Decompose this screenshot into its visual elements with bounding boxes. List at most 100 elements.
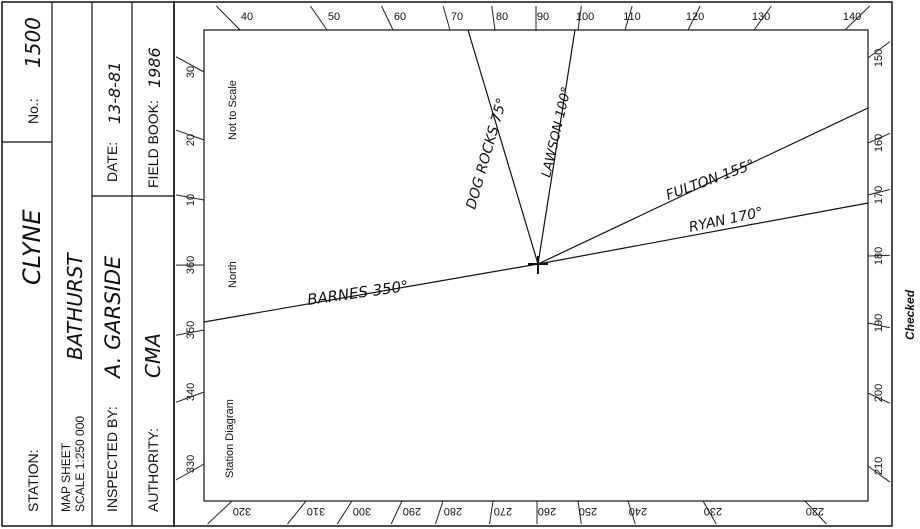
scale-label-left: 20 [185, 134, 197, 146]
scale-tick [215, 5, 241, 31]
scale-tick [867, 465, 891, 483]
field-book-value: 1986 [145, 47, 164, 88]
scale-label-top: 110 [623, 11, 641, 23]
scale-tick [309, 5, 328, 31]
scale-labels: 40 50 60 70 80 90 100 110 120 130 140 320 310 300 290 2… [185, 11, 885, 517]
scale-label-top: 90 [537, 11, 549, 23]
map-sheet-value: BATHURST [63, 252, 87, 360]
header-table: STATION: CLYNE No.: 1500 MAP SHEET SCALE… [1, 1, 175, 527]
ray-label: DOG ROCKS 75° [463, 96, 510, 211]
scale-label-bottom: 310 [307, 505, 325, 517]
date-label: DATE: [104, 142, 120, 182]
scale-label-bottom: 250 [579, 505, 597, 517]
inspected-value: A. GARSIDE [101, 255, 125, 380]
scale-label-bottom: 290 [403, 505, 421, 517]
ray-line [537, 107, 869, 265]
scale-label-left: 30 [185, 66, 197, 78]
scale-label-top: 50 [328, 11, 340, 23]
station-label: STATION: [25, 450, 41, 512]
scale-tick [577, 5, 582, 31]
scale-label-bottom: 260 [538, 505, 556, 517]
scale-label-right: 150 [873, 49, 885, 67]
scale-label-left: 350 [185, 321, 197, 339]
scale-label-left: 10 [185, 194, 197, 206]
scale-tick [491, 5, 496, 31]
outer-scale-frame [173, 1, 893, 527]
scale-label-right: 170 [873, 186, 885, 204]
scale-tick [753, 5, 772, 31]
scale-tick [488, 500, 494, 525]
station-diagram: 40 50 60 70 80 90 100 110 120 130 140 320 310 300 290 2… [173, 1, 893, 527]
number-label: No.: [25, 98, 41, 124]
scale-tick [175, 194, 205, 201]
scale-label-left: 330 [185, 455, 197, 473]
inner-diagram-frame [203, 29, 869, 502]
scale-ticks [175, 5, 891, 525]
ray-label: RYAN 170° [688, 205, 765, 236]
ray-label: LAWSON 100° [539, 85, 574, 178]
scale-label-top: 130 [752, 11, 770, 23]
scale-tick [867, 392, 891, 404]
ray-line [537, 29, 576, 265]
scale-tick [867, 188, 891, 196]
scale-tick [442, 5, 451, 31]
number-value: 1500 [21, 17, 45, 68]
scale-label-top: 120 [686, 11, 704, 23]
scale-label-bottom: 280 [444, 505, 462, 517]
scale-tick [175, 56, 205, 73]
checked-label: Checked [903, 289, 917, 340]
scale-tick [287, 500, 307, 525]
scale-tick [336, 500, 353, 525]
scale-label-right: 180 [873, 247, 885, 265]
scale-tick [207, 500, 233, 525]
scale-tick [844, 5, 871, 31]
scale-label-bottom: 230 [704, 505, 722, 517]
ray-label: FULTON 155° [664, 157, 757, 204]
authority-value: CMA [141, 333, 165, 378]
not-to-scale-note: Not to Scale [227, 80, 239, 140]
scale-tick [867, 322, 891, 329]
map-sheet-label: MAP SHEET [59, 442, 73, 512]
scale-tick [624, 5, 633, 31]
scale-label-top: 40 [241, 11, 253, 23]
ray-line [467, 29, 539, 265]
scale-label-top: 60 [394, 11, 406, 23]
scale-label-bottom: 320 [233, 505, 251, 517]
scale-label-bottom: 240 [629, 505, 647, 517]
scale-label-bottom: 300 [353, 505, 371, 517]
scale-tick [804, 500, 827, 525]
scale-label-top: 140 [843, 11, 861, 23]
station-mark [528, 256, 548, 274]
scale-label-right: 190 [873, 314, 885, 332]
scale-tick [627, 500, 636, 525]
scale-tick [867, 254, 891, 257]
ray-line [537, 202, 869, 265]
scale-tick [867, 132, 891, 144]
scale-label-top: 100 [576, 11, 594, 23]
scale-label-right: 160 [873, 134, 885, 152]
scale-label-top: 70 [451, 11, 463, 23]
scale-tick [435, 500, 444, 525]
scale-tick [175, 329, 205, 336]
inspected-label: INSPECTED BY: [104, 406, 120, 512]
scale-tick [175, 391, 205, 403]
scale-tick [175, 463, 205, 481]
scale-label-bottom: 270 [494, 505, 512, 517]
date-value: 13-8-81 [105, 62, 124, 124]
scale-tick [175, 129, 205, 141]
field-book-label: FIELD BOOK: [145, 100, 161, 188]
scale-label: SCALE 1:250 000 [73, 416, 87, 512]
scale-tick [867, 41, 891, 59]
station-name: CLYNE [18, 209, 46, 285]
scale-tick [381, 5, 394, 31]
scale-label-right: 200 [873, 384, 885, 402]
ray-line [203, 263, 539, 323]
scale-label-left: 360 [185, 256, 197, 274]
scale-tick [390, 500, 403, 525]
scale-tick [702, 500, 717, 525]
north-label: North [227, 261, 239, 288]
scale-label-top: 80 [496, 11, 508, 23]
scale-tick [687, 5, 701, 31]
scale-label-bottom: 220 [806, 505, 824, 517]
